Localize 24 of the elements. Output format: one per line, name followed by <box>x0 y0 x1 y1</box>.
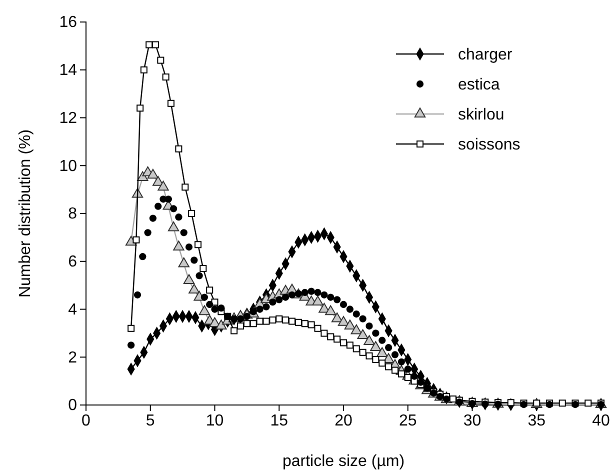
x-tick-label: 15 <box>270 412 288 430</box>
legend-label: skirlou <box>458 106 504 124</box>
x-tick-label: 10 <box>206 412 224 430</box>
y-tick-label: 12 <box>59 110 78 127</box>
y-tick-label: 2 <box>68 349 78 366</box>
legend-label: estica <box>458 76 500 94</box>
x-tick-label: 35 <box>528 412 546 430</box>
legend-label: soissons <box>458 136 520 154</box>
x-tick-label: 0 <box>82 412 91 430</box>
y-axis-title: Number distribution (%) <box>17 129 34 298</box>
x-tick-label: 40 <box>592 412 610 430</box>
y-tick-label: 8 <box>68 206 78 223</box>
y-tick-label: 10 <box>59 158 78 175</box>
x-tick-label: 30 <box>463 412 482 430</box>
y-tick-label: 14 <box>59 62 78 79</box>
y-tick-label: 16 <box>59 14 78 32</box>
y-tick-label: 4 <box>68 301 78 318</box>
x-tick-label: 25 <box>398 412 417 430</box>
y-tick-label: 0 <box>68 397 78 414</box>
legend-label: charger <box>458 46 513 64</box>
x-tick-label: 5 <box>146 412 155 430</box>
y-tick-label: 6 <box>68 253 78 270</box>
x-tick-label: 20 <box>334 412 352 430</box>
x-axis-title: particle size (µm) <box>282 453 405 470</box>
